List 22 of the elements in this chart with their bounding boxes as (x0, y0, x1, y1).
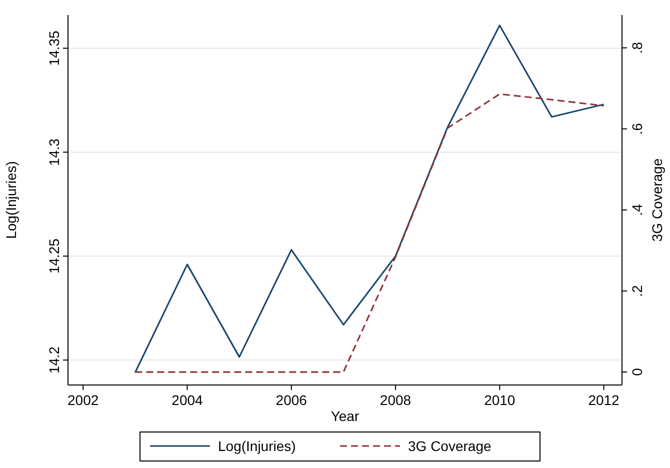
y-tick-label: 14.3 (46, 138, 62, 166)
y2-tick-label: .8 (629, 42, 645, 54)
y2-tick-label: .6 (629, 122, 645, 135)
x-tick-label: 2002 (68, 392, 99, 408)
y2-axis-title: 3G Coverage (649, 158, 665, 242)
y2-tick-label: .4 (629, 204, 645, 216)
y-tick-label: 14.2 (46, 346, 62, 374)
x-tick-label: 2012 (588, 392, 620, 408)
y2-tick-label: .2 (629, 284, 645, 297)
line-series (134, 24, 605, 374)
x-tick-label: 2008 (380, 392, 412, 408)
x-tick-label: 2006 (276, 392, 308, 408)
x-tick-label: 2004 (172, 392, 204, 408)
legend-label: Log(Injuries) (218, 438, 296, 454)
y-tick-label: 14.35 (46, 30, 62, 66)
legend-label: 3G Coverage (408, 438, 492, 454)
line-series (134, 93, 605, 373)
x-tick-label: 2010 (484, 392, 516, 408)
y-tick-label: 14.25 (46, 238, 62, 274)
x-axis-title: Year (330, 408, 360, 424)
y-axis-title: Log(Injuries) (3, 161, 19, 239)
y2-tick-label: 0 (629, 368, 645, 376)
